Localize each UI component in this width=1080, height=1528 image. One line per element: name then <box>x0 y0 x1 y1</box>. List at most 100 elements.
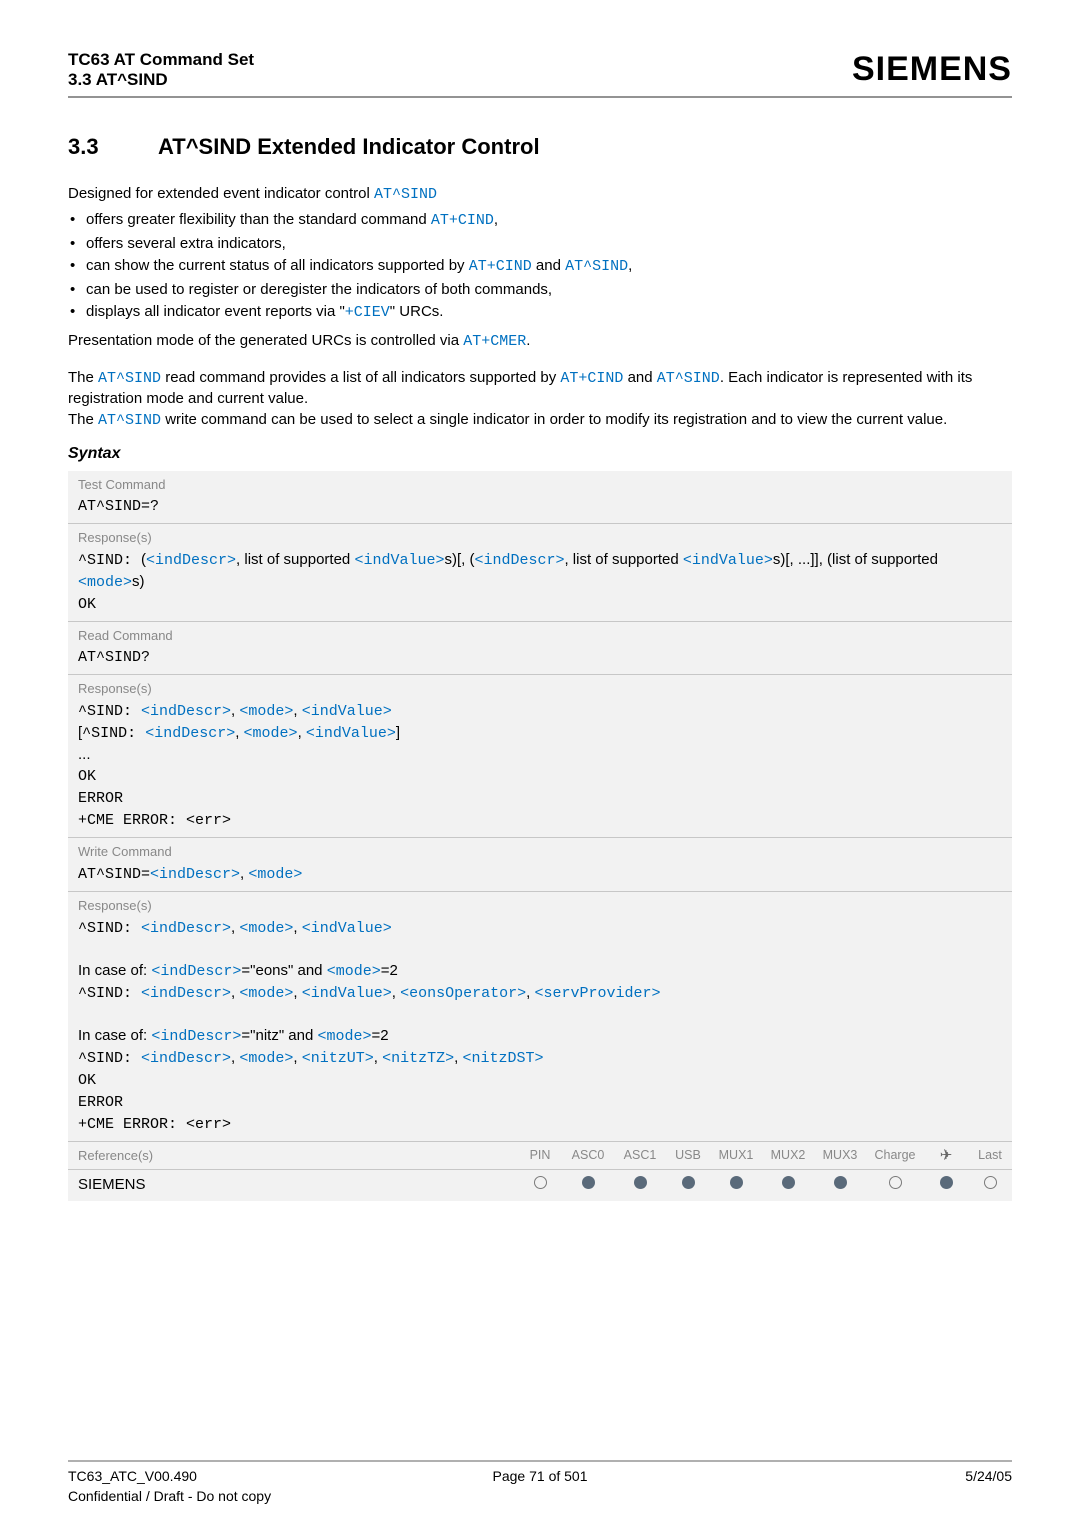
param-link[interactable]: <eonsOperator> <box>400 985 526 1002</box>
list-item: offers greater flexibility than the stan… <box>70 209 1012 233</box>
block-label: Read Command <box>68 622 1012 647</box>
cmd-link[interactable]: AT^SIND <box>565 258 628 275</box>
dot-cell <box>762 1176 814 1193</box>
param-link[interactable]: <indDescr> <box>151 1028 241 1045</box>
param-link[interactable]: <nitzTZ> <box>382 1050 454 1067</box>
param-link[interactable]: <mode> <box>244 725 298 742</box>
param-link[interactable]: <mode> <box>78 574 132 591</box>
list-item: can show the current status of all indic… <box>70 255 1012 279</box>
param-link[interactable]: <mode> <box>248 866 302 883</box>
param-link[interactable]: <indValue> <box>302 703 392 720</box>
intro-line: Designed for extended event indicator co… <box>68 184 1012 205</box>
cmd-link[interactable]: AT+CIND <box>560 370 623 387</box>
ref-col: MUX2 <box>762 1148 814 1162</box>
cmd-link[interactable]: +CIEV <box>345 304 390 321</box>
syntax-heading: Syntax <box>68 445 1012 463</box>
param-link[interactable]: <indDescr> <box>146 552 236 569</box>
write-response: ^SIND: <indDescr>, <mode>, <indValue> In… <box>68 917 1012 1141</box>
section-heading: AT^SIND Extended Indicator Control <box>158 134 540 159</box>
cmd-link[interactable]: AT^SIND <box>98 370 161 387</box>
param-link[interactable]: <indDescr> <box>145 725 235 742</box>
read-response-block: Response(s) ^SIND: <indDescr>, <mode>, <… <box>68 675 1012 838</box>
dot-cell <box>968 1176 1012 1193</box>
circle-filled-icon <box>782 1176 795 1189</box>
circle-open-icon <box>534 1176 547 1189</box>
param-link[interactable]: <indValue> <box>306 725 396 742</box>
dot-cell <box>614 1176 666 1193</box>
block-label: Response(s) <box>68 524 1012 549</box>
ref-col: Charge <box>866 1148 924 1162</box>
param-link[interactable]: <servProvider> <box>534 985 660 1002</box>
section-ref: 3.3 AT^SIND <box>68 70 254 90</box>
page-footer: TC63_ATC_V00.490 Page 71 of 501 5/24/05 <box>68 1460 1012 1484</box>
footer-sub: Confidential / Draft - Do not copy <box>68 1488 271 1504</box>
circle-filled-icon <box>634 1176 647 1189</box>
reference-header-row: Reference(s) PIN ASC0 ASC1 USB MUX1 MUX2… <box>68 1142 1012 1170</box>
circle-open-icon <box>889 1176 902 1189</box>
param-link[interactable]: <mode> <box>239 985 293 1002</box>
ref-col: MUX3 <box>814 1148 866 1162</box>
test-command: AT^SIND=? <box>68 496 1012 523</box>
write-command-block: Write Command AT^SIND=<indDescr>, <mode> <box>68 838 1012 892</box>
param-link[interactable]: <indDescr> <box>141 920 231 937</box>
ref-col: ASC1 <box>614 1148 666 1162</box>
dot-cell <box>866 1176 924 1193</box>
param-link[interactable]: <indDescr> <box>474 552 564 569</box>
circle-filled-icon <box>682 1176 695 1189</box>
cmd-link[interactable]: AT^SIND <box>98 412 161 429</box>
test-response-block: Response(s) ^SIND: (<indDescr>, list of … <box>68 524 1012 622</box>
feature-list: offers greater flexibility than the stan… <box>68 209 1012 325</box>
section-title: 3.3AT^SIND Extended Indicator Control <box>68 134 1012 160</box>
param-link[interactable]: <indValue> <box>683 552 773 569</box>
param-link[interactable]: <mode> <box>318 1028 372 1045</box>
dot-cell <box>710 1176 762 1193</box>
param-link[interactable]: <indDescr> <box>141 1050 231 1067</box>
cmd-link[interactable]: AT+CIND <box>469 258 532 275</box>
param-link[interactable]: <mode> <box>239 920 293 937</box>
dot-cell <box>814 1176 866 1193</box>
block-label: Test Command <box>68 471 1012 496</box>
param-link[interactable]: <indValue> <box>302 920 392 937</box>
write-response-block: Response(s) ^SIND: <indDescr>, <mode>, <… <box>68 892 1012 1142</box>
param-link[interactable]: <nitzDST> <box>462 1050 543 1067</box>
circle-filled-icon <box>834 1176 847 1189</box>
list-item: displays all indicator event reports via… <box>70 301 1012 325</box>
param-link[interactable]: <mode> <box>239 1050 293 1067</box>
block-label: Write Command <box>68 838 1012 863</box>
header-rule <box>68 96 1012 98</box>
param-link[interactable]: <mode> <box>239 703 293 720</box>
block-label: Response(s) <box>68 892 1012 917</box>
param-link[interactable]: <mode> <box>327 963 381 980</box>
read-response: ^SIND: <indDescr>, <mode>, <indValue> [^… <box>68 700 1012 837</box>
param-link[interactable]: <indDescr> <box>150 866 240 883</box>
dot-cell <box>666 1176 710 1193</box>
circle-filled-icon <box>940 1176 953 1189</box>
ref-col: USB <box>666 1148 710 1162</box>
circle-filled-icon <box>730 1176 743 1189</box>
ref-col: MUX1 <box>710 1148 762 1162</box>
header-left: TC63 AT Command Set 3.3 AT^SIND <box>68 50 254 90</box>
dot-cell <box>518 1176 562 1193</box>
param-link[interactable]: <indValue> <box>302 985 392 1002</box>
cmd-link[interactable]: AT+CIND <box>431 212 494 229</box>
list-item: can be used to register or deregister th… <box>70 279 1012 302</box>
circle-open-icon <box>984 1176 997 1189</box>
cmd-link[interactable]: AT+CMER <box>463 333 526 350</box>
block-label: Response(s) <box>68 675 1012 700</box>
doc-title: TC63 AT Command Set <box>68 50 254 70</box>
cmd-link[interactable]: AT^SIND <box>657 370 720 387</box>
page: TC63 AT Command Set 3.3 AT^SIND SIEMENS … <box>0 0 1080 1528</box>
brand-logo: SIEMENS <box>852 50 1012 89</box>
dot-cell <box>924 1176 968 1193</box>
test-response: ^SIND: (<indDescr>, list of supported <i… <box>68 549 1012 621</box>
ref-col: PIN <box>518 1148 562 1162</box>
reference-dots <box>518 1176 1012 1193</box>
footer-center: Page 71 of 501 <box>383 1468 698 1484</box>
param-link[interactable]: <indDescr> <box>151 963 241 980</box>
param-link[interactable]: <indDescr> <box>141 703 231 720</box>
param-link[interactable]: <nitzUT> <box>302 1050 374 1067</box>
param-link[interactable]: <indDescr> <box>141 985 231 1002</box>
footer-left: TC63_ATC_V00.490 <box>68 1468 383 1484</box>
cmd-link[interactable]: AT^SIND <box>374 186 437 203</box>
param-link[interactable]: <indValue> <box>354 552 444 569</box>
